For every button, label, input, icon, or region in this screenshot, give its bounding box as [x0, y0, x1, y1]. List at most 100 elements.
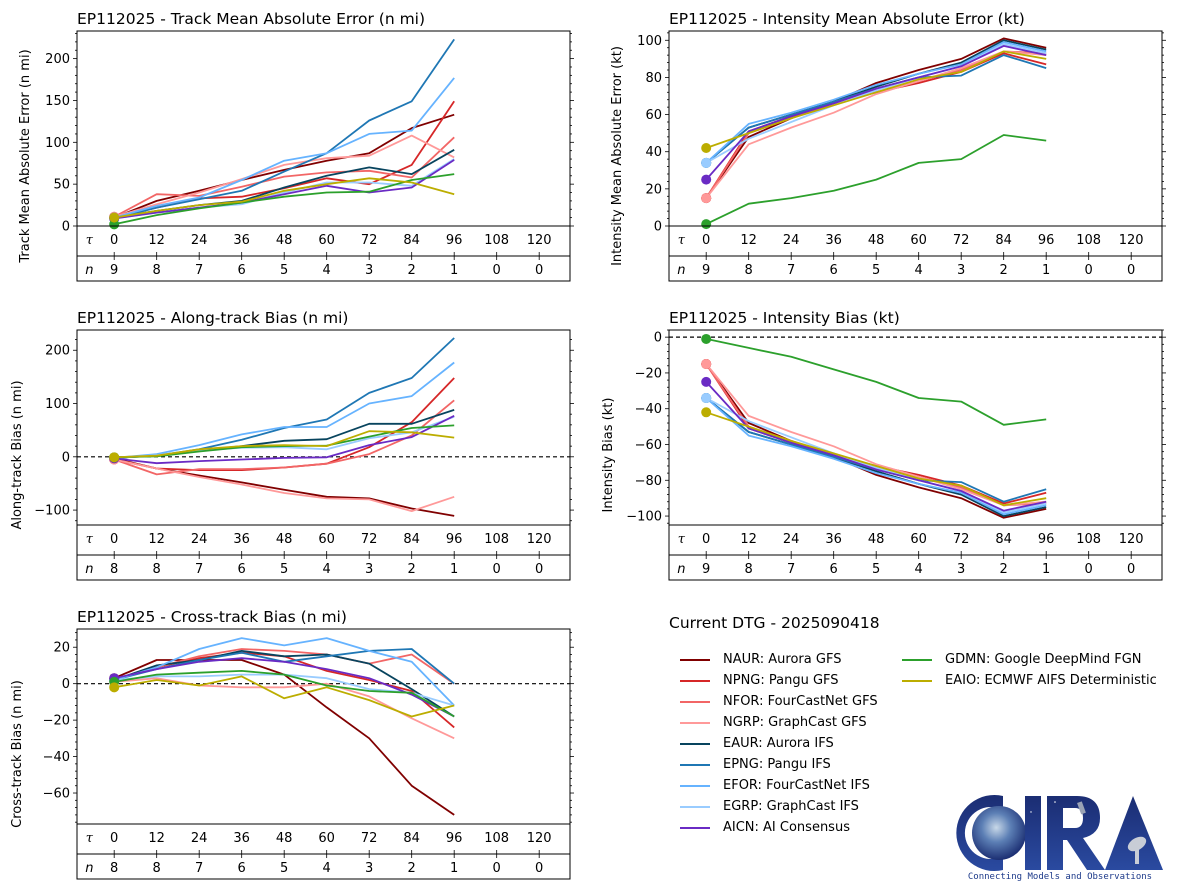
n-count-label: 9 [110, 263, 118, 278]
legend-item-EAUR: EAUR: Aurora IFS [669, 735, 834, 753]
x-tick-label: 84 [403, 532, 420, 547]
x-tick-label: 96 [446, 532, 463, 547]
n-count-label: 0 [493, 861, 501, 876]
chart-title: EP112025 - Intensity Bias (kt) [669, 309, 900, 327]
n-count-label: 8 [110, 861, 118, 876]
y-axis-label: Intensity Bias (kt) [601, 398, 616, 513]
n-count-label: 6 [830, 263, 838, 278]
series-marker-EGRP [701, 392, 712, 403]
series-line-EFOR [705, 397, 1047, 516]
x-tick-label: 60 [318, 831, 335, 846]
legend-label: EFOR: FourCastNet IFS [723, 778, 870, 793]
series-line-EPNG [705, 397, 1047, 503]
y-tick-label: 100 [45, 397, 70, 412]
cira-logo-icon: Connecting Models and Observations [956, 795, 1163, 882]
x-tick-label: 96 [446, 233, 463, 248]
x-tick-label: 12 [740, 532, 757, 547]
x-tick-label: 108 [1076, 233, 1101, 248]
x-tick-label: 60 [318, 233, 335, 248]
x-tick-label: 0 [110, 532, 118, 547]
x-tick-label: 120 [1119, 233, 1144, 248]
series-marker-NGRP [701, 358, 712, 369]
y-tick-label: 100 [45, 136, 70, 151]
x-tick-label: 108 [484, 233, 509, 248]
chart-title: EP112025 - Cross-track Bias (n mi) [77, 608, 347, 626]
y-tick-label: −40 [43, 750, 70, 765]
x-tick-label: 108 [484, 532, 509, 547]
n-count-label: 2 [408, 263, 416, 278]
y-tick-label: 40 [645, 145, 662, 160]
x-tick-label: 84 [403, 233, 420, 248]
n-count-label: 1 [450, 861, 458, 876]
plot-frame [76, 628, 571, 825]
n-count-label: 7 [787, 562, 795, 577]
n-count-label: 6 [830, 562, 838, 577]
x-tick-label: 60 [910, 233, 927, 248]
series-marker-EAIO [109, 452, 120, 463]
x-tick-label: 60 [318, 532, 335, 547]
n-count-label: 4 [323, 562, 331, 577]
n-count-label: 0 [1085, 263, 1093, 278]
x-tick-label: 36 [825, 532, 842, 547]
x-tick-label: 84 [403, 831, 420, 846]
y-tick-label: −20 [43, 714, 70, 729]
x-tick-label: 96 [446, 831, 463, 846]
svg-text:Connecting Models and Observat: Connecting Models and Observations [968, 872, 1152, 882]
legend-label: NFOR: FourCastNet GFS [723, 694, 878, 709]
series-line-NAUR [113, 113, 455, 219]
n-count-label: 7 [195, 861, 203, 876]
n-count-label: 0 [493, 562, 501, 577]
series-line-EAUR [113, 650, 455, 718]
series-marker-EAIO [109, 682, 120, 693]
n-count-label: 8 [745, 263, 753, 278]
n-count-label: 0 [535, 263, 543, 278]
n-row-frame [668, 554, 1163, 581]
tau-row-label: τ [678, 233, 686, 248]
y-tick-label: 50 [53, 178, 70, 193]
series-line-NGRP [114, 677, 455, 740]
tau-row-label: τ [86, 532, 94, 547]
n-row-label: n [677, 562, 685, 577]
series-line-EGRP [705, 43, 1047, 164]
series-marker-EAIO [701, 407, 712, 418]
n-count-label: 6 [238, 562, 246, 577]
x-tick-label: 12 [148, 532, 165, 547]
series-line-EFOR [705, 41, 1047, 164]
n-count-label: 0 [1085, 562, 1093, 577]
legend-swatch [680, 826, 710, 829]
series-line-AICN [114, 159, 455, 220]
x-tick-label: 12 [740, 233, 757, 248]
n-count-label: 4 [915, 263, 923, 278]
x-tick-label: 72 [953, 233, 970, 248]
legend-swatch [902, 658, 932, 661]
n-count-label: 7 [195, 263, 203, 278]
series-marker-AICN [701, 174, 712, 185]
series-marker-EGRP [701, 157, 712, 168]
n-row-frame [76, 255, 571, 282]
n-count-label: 1 [450, 562, 458, 577]
x-tick-label: 12 [148, 831, 165, 846]
n-count-label: 3 [365, 562, 373, 577]
x-tick-label: 48 [868, 532, 885, 547]
n-count-label: 8 [153, 861, 161, 876]
y-tick-label: 200 [45, 344, 70, 359]
series-line-EPNG [705, 54, 1047, 164]
n-count-label: 6 [238, 861, 246, 876]
y-tick-label: 150 [45, 94, 70, 109]
legend-item-NAUR: NAUR: Aurora GFS [669, 651, 841, 669]
legend-swatch [680, 658, 710, 661]
n-count-label: 5 [872, 562, 880, 577]
legend-swatch [680, 742, 710, 745]
x-tick-label: 0 [110, 233, 118, 248]
x-tick-label: 48 [276, 831, 293, 846]
y-tick-label: −20 [635, 366, 662, 381]
series-marker-GDMN [701, 333, 712, 344]
y-tick-label: 0 [62, 220, 70, 235]
legend-item-NFOR: NFOR: FourCastNet GFS [669, 693, 878, 711]
x-tick-label: 120 [527, 233, 552, 248]
n-count-label: 2 [1000, 562, 1008, 577]
x-tick-label: 84 [995, 233, 1012, 248]
legend-label: EAIO: ECMWF AIFS Deterministic [945, 673, 1157, 688]
n-count-label: 0 [535, 562, 543, 577]
legend-label: AICN: AI Consensus [723, 820, 850, 835]
